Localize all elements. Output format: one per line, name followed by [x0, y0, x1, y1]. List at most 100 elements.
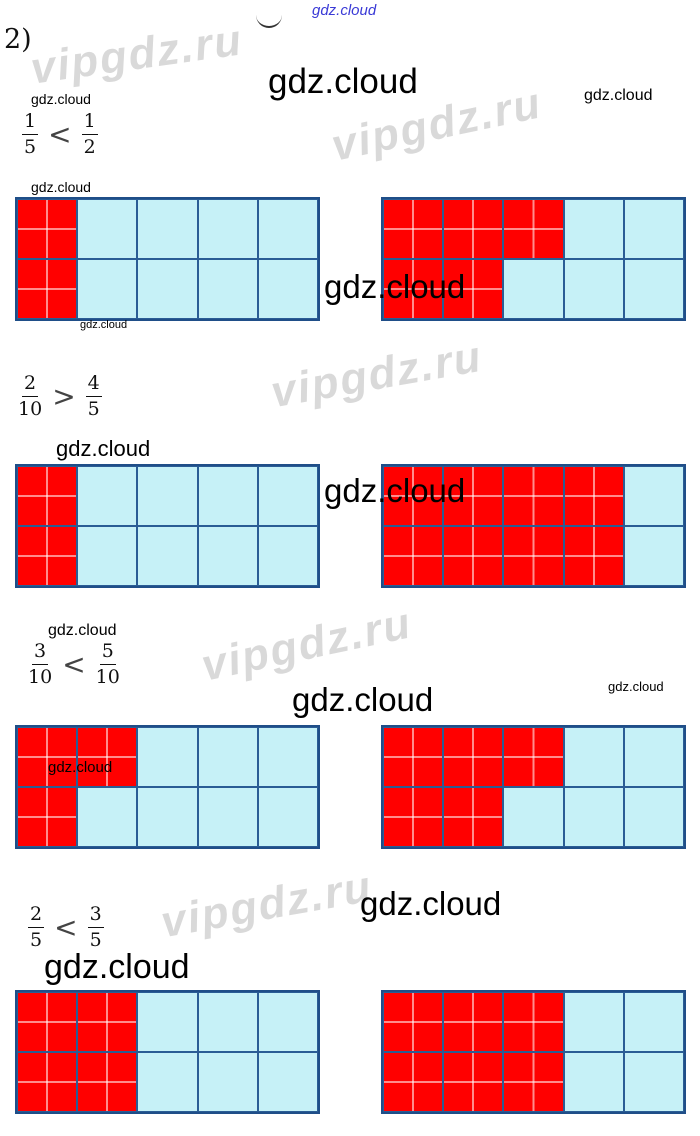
fraction-grid	[15, 197, 320, 321]
gdz-watermark: gdz.cloud	[48, 759, 113, 776]
grid-cell-empty	[197, 727, 258, 787]
gdz-watermark: gdz.cloud	[56, 436, 151, 461]
grid-cell-empty	[197, 199, 258, 259]
grid-cell-empty	[257, 1052, 318, 1112]
grid-cell-filled	[17, 526, 78, 586]
gdz-watermark: gdz.cloud	[292, 681, 434, 718]
grid-cell-empty	[623, 992, 684, 1052]
fraction-grid	[15, 464, 320, 588]
grid-cell-empty	[257, 199, 318, 259]
fraction-grid	[381, 990, 686, 1114]
grid-cell-filled	[17, 1052, 78, 1112]
grid-cell-empty	[623, 466, 684, 526]
vipgdz-watermark: vipgdz.ru	[267, 331, 487, 418]
grid-cell-filled	[443, 466, 504, 526]
gdz-watermark: gdz.cloud	[31, 91, 91, 107]
grid-cell-empty	[563, 199, 624, 259]
grid-cell-filled	[383, 992, 444, 1052]
comparison-sign: >	[52, 379, 76, 413]
grid-cell-filled	[443, 526, 504, 586]
grid-cell-filled	[443, 259, 504, 319]
grid-cell-empty	[623, 199, 684, 259]
comparison-sign: <	[54, 910, 78, 944]
fraction-grid	[15, 990, 320, 1114]
grid-cell-empty	[623, 787, 684, 847]
grid-cell-filled	[77, 992, 138, 1052]
fraction-grid	[15, 725, 320, 849]
comparison-sign: <	[62, 647, 86, 681]
grid-cell-empty	[197, 1052, 258, 1112]
grid-cell-empty	[563, 1052, 624, 1112]
grid-cell-empty	[197, 526, 258, 586]
fraction-left: 2 10	[18, 372, 43, 420]
grid-cell-filled	[503, 992, 564, 1052]
top-arc	[256, 8, 282, 28]
grid-cell-filled	[443, 727, 504, 787]
grid-cell-empty	[77, 526, 138, 586]
grid-cell-filled	[443, 787, 504, 847]
grid-cell-filled	[17, 466, 78, 526]
vipgdz-watermark: vipgdz.ru	[27, 15, 246, 94]
grid-cell-filled	[503, 466, 564, 526]
gdz-watermark: gdz.cloud	[584, 87, 653, 104]
grid-cell-filled	[503, 199, 564, 259]
grid-cell-empty	[563, 787, 624, 847]
grid-cell-empty	[503, 787, 564, 847]
gdz-watermark: gdz.cloud	[360, 885, 502, 922]
grid-cell-empty	[197, 787, 258, 847]
grid-cell-empty	[77, 466, 138, 526]
grid-cell-filled	[17, 787, 78, 847]
grid-cell-filled	[563, 466, 624, 526]
grid-cell-empty	[623, 1052, 684, 1112]
fraction-grid	[381, 197, 686, 321]
vipgdz-watermark: vipgdz.ru	[197, 598, 417, 691]
grid-cell-empty	[503, 259, 564, 319]
gdz-watermark: gdz.cloud	[80, 319, 128, 331]
comparison-3: 3 10 < 5 10	[28, 642, 120, 687]
grid-cell-filled	[443, 1052, 504, 1112]
grid-cell-empty	[257, 727, 318, 787]
grid-cell-filled	[503, 727, 564, 787]
gdz-watermark: gdz.cloud	[324, 268, 466, 305]
grid-cell-filled	[383, 199, 444, 259]
grid-cell-empty	[137, 526, 198, 586]
grid-cell-empty	[563, 992, 624, 1052]
grid-cell-empty	[137, 1052, 198, 1112]
grid-cell-filled	[17, 199, 78, 259]
grid-cell-empty	[197, 992, 258, 1052]
gdz-watermark: gdz.cloud	[31, 179, 91, 195]
grid-cell-empty	[257, 787, 318, 847]
grid-cell-filled	[383, 1052, 444, 1112]
grid-cell-empty	[623, 727, 684, 787]
top-watermark: gdz.cloud	[312, 2, 377, 19]
grid-cell-filled	[77, 1052, 138, 1112]
grid-cell-empty	[257, 992, 318, 1052]
grid-cell-empty	[137, 259, 198, 319]
grid-cell-empty	[137, 992, 198, 1052]
grid-cell-empty	[197, 259, 258, 319]
grid-cell-filled	[443, 199, 504, 259]
grid-cell-filled	[17, 992, 78, 1052]
gdz-watermark: gdz.cloud	[48, 622, 117, 639]
grid-cell-filled	[17, 727, 78, 787]
grid-cell-empty	[77, 199, 138, 259]
grid-cell-empty	[563, 727, 624, 787]
grid-cell-empty	[257, 259, 318, 319]
grid-cell-filled	[383, 526, 444, 586]
grid-cell-filled	[503, 526, 564, 586]
grid-cell-empty	[623, 526, 684, 586]
grid-cell-filled	[383, 259, 444, 319]
grid-cell-filled	[563, 526, 624, 586]
grid-cell-empty	[623, 259, 684, 319]
grid-cell-empty	[137, 727, 198, 787]
grid-cell-empty	[137, 466, 198, 526]
gdz-watermark: gdz.cloud	[324, 472, 466, 509]
gdz-watermark: gdz.cloud	[608, 679, 664, 694]
fraction-grid	[381, 464, 686, 588]
gdz-watermark: gdz.cloud	[268, 62, 418, 101]
